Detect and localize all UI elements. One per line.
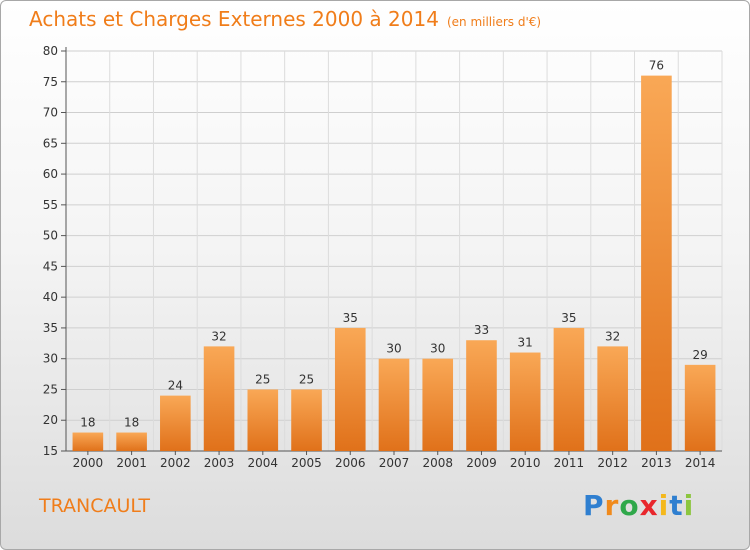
x-tick-label: 2009 (466, 456, 497, 470)
x-tick-label: 2000 (73, 456, 104, 470)
x-tick-label: 2008 (422, 456, 453, 470)
bar-value-label: 24 (168, 379, 183, 393)
y-tick-label: 50 (43, 229, 58, 243)
bar-value-label: 32 (211, 329, 226, 343)
bar-value-label: 35 (561, 311, 576, 325)
location-name: TRANCAULT (39, 495, 150, 517)
y-tick-label: 35 (43, 321, 58, 335)
bar (466, 340, 497, 451)
x-tick-label: 2001 (116, 456, 147, 470)
y-tick-label: 40 (43, 290, 58, 304)
x-tick-label: 2006 (335, 456, 366, 470)
logo-letter: r (604, 489, 620, 522)
bar (334, 327, 366, 451)
bar (641, 75, 672, 451)
y-tick-label: 70 (43, 106, 58, 120)
bar (597, 346, 628, 451)
bar (291, 389, 322, 451)
y-tick-label: 15 (43, 444, 58, 458)
bar-value-label: 31 (518, 336, 533, 350)
bar-value-label: 25 (255, 372, 270, 386)
bar-value-label: 33 (474, 323, 489, 337)
bar (116, 432, 147, 451)
proxiti-logo[interactable]: Proxiti (583, 489, 694, 522)
bar-value-label: 25 (299, 372, 314, 386)
y-tick-label: 75 (43, 75, 58, 89)
bars (72, 75, 716, 451)
bar (553, 327, 585, 451)
labels: 18 2000 18 2001 24 2002 32 2003 25 2004 25 2005 35 20… (73, 59, 716, 470)
bar (684, 364, 716, 451)
y-tick-label: 45 (43, 259, 58, 273)
chart-unit-label: (en milliers d'€) (446, 15, 542, 29)
chart-title: Achats et Charges Externes 2000 à 2014 (e… (29, 7, 541, 31)
bar-value-label: 18 (124, 416, 139, 430)
x-tick-label: 2011 (554, 456, 585, 470)
y-tick-label: 80 (43, 44, 58, 58)
bar-value-label: 29 (692, 348, 707, 362)
y-tick-label: 65 (43, 136, 58, 150)
bar-value-label: 18 (80, 416, 95, 430)
bar (422, 358, 454, 451)
x-tick-label: 2010 (510, 456, 541, 470)
logo-letter: x (639, 489, 659, 522)
x-tick-label: 2005 (291, 456, 322, 470)
y-tick-label: 20 (43, 413, 58, 427)
y-tick-label: 55 (43, 198, 58, 212)
x-tick-label: 2014 (685, 456, 716, 470)
bar (203, 346, 235, 451)
bar-value-label: 30 (386, 342, 401, 356)
logo-letter: t (669, 489, 684, 522)
y-tick-label: 30 (43, 352, 58, 366)
logo-letter: i (683, 489, 695, 522)
bar-value-label: 30 (430, 342, 445, 356)
x-tick-label: 2012 (597, 456, 628, 470)
chart-title-text: Achats et Charges Externes 2000 à 2014 (29, 7, 439, 31)
x-tick-label: 2002 (160, 456, 191, 470)
bar (160, 395, 191, 451)
bar (247, 389, 279, 451)
x-tick-label: 2003 (204, 456, 235, 470)
bar (509, 352, 541, 451)
logo-letter: i (658, 489, 670, 522)
bar-value-label: 35 (343, 311, 358, 325)
x-tick-label: 2007 (379, 456, 410, 470)
bar (72, 432, 104, 451)
logo-letter: P (583, 489, 605, 522)
x-tick-label: 2013 (641, 456, 672, 470)
logo-letter: o (619, 489, 640, 522)
bar (378, 358, 410, 451)
y-tick-label: 60 (43, 167, 58, 181)
y-tick-label: 25 (43, 382, 58, 396)
bar-value-label: 76 (649, 59, 664, 73)
bar-value-label: 32 (605, 329, 620, 343)
x-tick-label: 2004 (248, 456, 279, 470)
